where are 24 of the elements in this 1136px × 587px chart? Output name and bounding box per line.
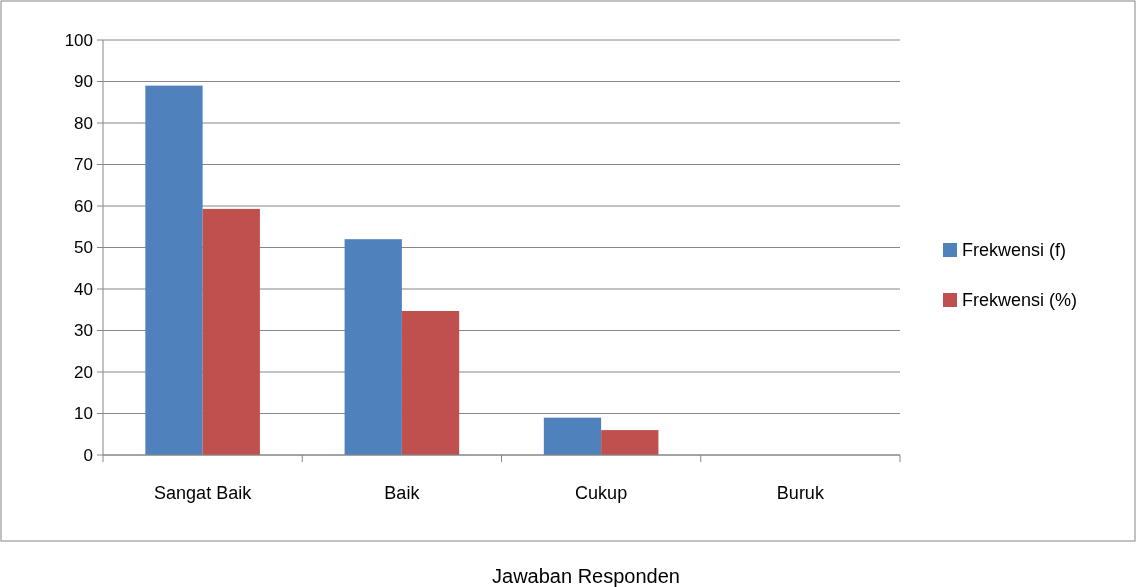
- y-tick-label: 50: [74, 238, 93, 258]
- bar: [145, 85, 203, 455]
- y-tick-label: 10: [74, 404, 93, 424]
- x-tick-label: Baik: [384, 483, 421, 503]
- bar: [401, 311, 460, 455]
- x-tick-label: Buruk: [776, 483, 825, 503]
- y-tick-label: 60: [74, 196, 93, 216]
- legend-label: Frekwensi (f): [962, 240, 1067, 261]
- x-axis-title: Jawaban Responden: [492, 565, 680, 587]
- y-tick-label: 70: [74, 155, 93, 175]
- bar: [601, 430, 659, 455]
- y-tick-label: 20: [74, 362, 93, 382]
- legend-label: Frekwensi (%): [962, 290, 1078, 311]
- bar: [344, 239, 402, 455]
- y-tick-label: 80: [74, 113, 93, 133]
- y-tick-label: 100: [64, 30, 93, 50]
- bar: [202, 208, 260, 455]
- y-tick-label: 40: [74, 279, 93, 299]
- y-tick-label: 90: [74, 72, 93, 92]
- y-tick-label: 0: [83, 445, 93, 465]
- x-tick-label: Sangat Baik: [154, 483, 253, 503]
- y-tick-label: 30: [74, 321, 93, 341]
- bar: [543, 417, 602, 455]
- x-tick-label: Cukup: [575, 483, 628, 503]
